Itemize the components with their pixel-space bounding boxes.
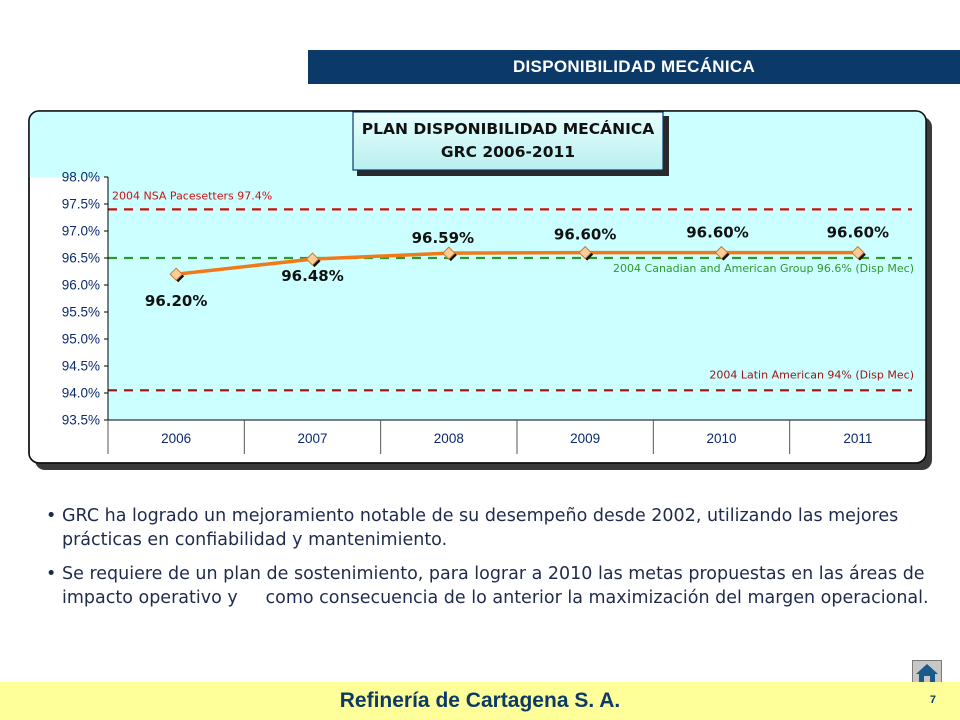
data-label: 96.20%: [145, 292, 207, 310]
x-tick-label: 2007: [297, 431, 327, 446]
page-number: 7: [929, 694, 936, 706]
x-tick-label: 2009: [570, 431, 600, 446]
footer-bar: Refinería de Cartagena S. A. 7: [0, 682, 960, 720]
data-point: [851, 245, 865, 260]
series-line: [175, 250, 858, 276]
y-tick-label: 95.0%: [62, 332, 100, 347]
chart: 2004 NSA Pacesetters 97.4% 2004 Canadian …: [28, 110, 932, 470]
data-label: 96.59%: [412, 229, 474, 247]
reference-line-label: 2004 Latin American 94% (Disp Mec): [709, 368, 914, 381]
plot-area: [108, 177, 926, 420]
chart-frame: 2004 NSA Pacesetters 97.4% 2004 Canadian …: [28, 110, 934, 472]
bullet-text: Se requiere de un plan de sostenimiento,…: [62, 564, 931, 608]
y-tick-label: 98.0%: [62, 170, 100, 185]
y-tick-label: 97.5%: [62, 197, 100, 212]
y-tick-label: 94.5%: [62, 359, 100, 374]
y-tick-label: 96.0%: [62, 278, 100, 293]
home-icon: [916, 664, 938, 684]
bullet-text: GRC ha logrado un mejoramiento notable d…: [62, 506, 904, 550]
chart-title: PLAN DISPONIBILIDAD MECÁNICA: [362, 119, 655, 138]
bullet-list: • GRC ha logrado un mejoramiento notable…: [40, 504, 940, 620]
data-label: 96.48%: [281, 267, 343, 285]
y-tick-label: 94.0%: [62, 386, 100, 401]
section-title-bar: DISPONIBILIDAD MECÁNICA: [308, 50, 960, 84]
data-point: [714, 245, 729, 260]
x-tick-label: 2008: [434, 431, 464, 446]
y-tick-label: 95.5%: [62, 305, 100, 320]
data-point: [169, 267, 183, 281]
data-point: [578, 245, 592, 260]
reference-line-label: 2004 NSA Pacesetters 97.4%: [112, 189, 272, 202]
chart-title-box: PLAN DISPONIBILIDAD MECÁNICA GRC 2006-20…: [352, 111, 669, 176]
bullet-item: • GRC ha logrado un mejoramiento notable…: [40, 504, 940, 552]
x-tick-label: 2010: [706, 431, 736, 446]
y-tick-label: 97.0%: [62, 224, 100, 239]
reference-line-label: 2004 Canadian and American Group 96.6% (…: [613, 262, 914, 275]
chart-subtitle: GRC 2006-2011: [441, 143, 575, 161]
data-label: 96.60%: [554, 226, 616, 244]
data-label: 96.60%: [686, 224, 748, 242]
y-tick-label: 96.5%: [62, 251, 100, 266]
data-point: [305, 252, 320, 266]
data-label: 96.60%: [827, 224, 889, 242]
bullet-dot: •: [46, 564, 57, 584]
footer-title: Refinería de Cartagena S. A.: [339, 689, 621, 712]
bullet-dot: •: [46, 506, 57, 526]
chart-border: [28, 110, 927, 464]
bullet-item: • Se requiere de un plan de sostenimient…: [40, 562, 940, 610]
x-tick-label: 2006: [161, 431, 191, 446]
y-tick-label: 93.5%: [62, 413, 100, 428]
section-title: DISPONIBILIDAD MECÁNICA: [512, 57, 756, 76]
data-point: [442, 246, 456, 260]
x-tick-label: 2011: [843, 431, 872, 446]
